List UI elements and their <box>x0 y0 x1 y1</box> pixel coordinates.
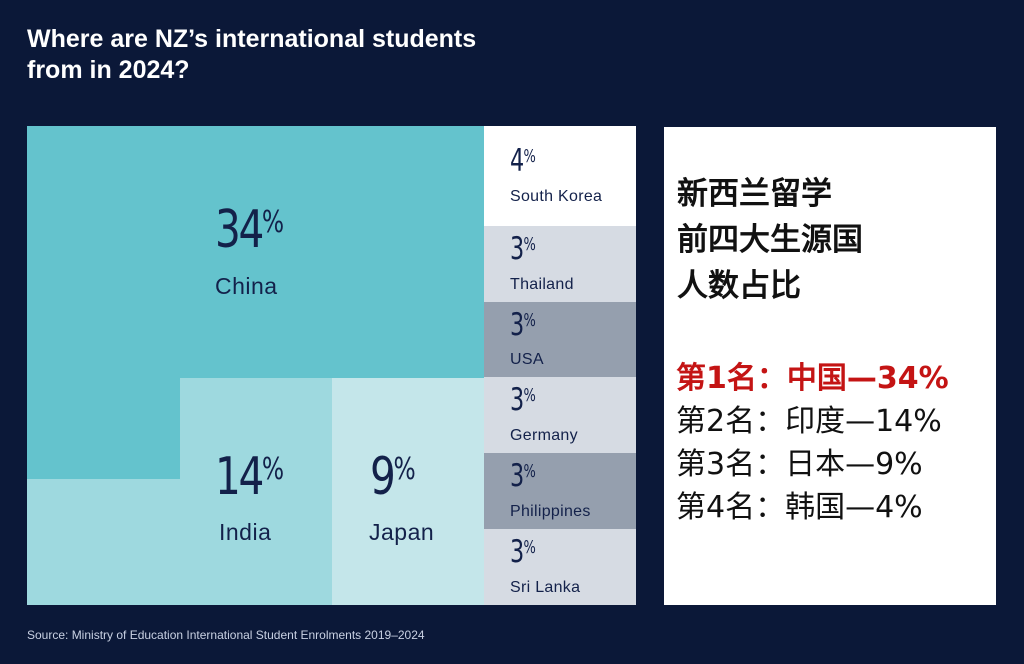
value-label-south-korea: 4% <box>510 143 536 179</box>
category-label-philippines: Philippines <box>510 503 591 520</box>
value-label-germany: 3% <box>510 382 536 418</box>
category-label-usa: USA <box>510 351 544 368</box>
chinese-summary-panel: 新西兰留学 前四大生源国 人数占比 第1名：中国—34% 第2名：印度—14% … <box>664 127 996 605</box>
category-label-japan: Japan <box>369 519 435 545</box>
chart-title-line-1: Where are NZ’s international students <box>27 25 477 53</box>
value-label-china: 34% <box>215 200 285 260</box>
treemap-cell-germany: 3% Germany <box>484 377 636 453</box>
treemap-cell-india-part <box>180 378 332 479</box>
ranking-list: 第1名：中国—34% 第2名：印度—14% 第3名：日本—9% 第4名：韩国—4… <box>676 357 949 529</box>
category-label-south-korea: South Korea <box>510 188 603 205</box>
value-label-india: 14% <box>215 447 285 507</box>
source-note: Source: Ministry of Education Internatio… <box>27 628 425 642</box>
chart-title-line-2: from in 2024? <box>27 56 190 84</box>
ranking-item-1: 第1名：中国—34% <box>676 361 949 396</box>
category-label-germany: Germany <box>510 427 578 444</box>
panel-heading-line-1: 新西兰留学 <box>677 176 832 212</box>
treemap-cell-sri-lanka: 3% Sri Lanka <box>484 529 636 605</box>
value-label-thailand: 3% <box>510 231 536 267</box>
category-label-thailand: Thailand <box>510 276 574 293</box>
value-label-japan: 9% <box>370 447 416 507</box>
treemap-cell-india <box>27 479 332 605</box>
ranking-item-2: 第2名：印度—14% <box>676 404 942 439</box>
treemap-cell-china-part <box>27 378 180 479</box>
value-label-usa: 3% <box>510 307 536 343</box>
treemap-cell-south-korea: 4% South Korea <box>484 126 636 226</box>
treemap-cell-japan <box>332 378 484 605</box>
panel-heading-line-2: 前四大生源国 <box>677 222 863 258</box>
treemap-cell-thailand: 3% Thailand <box>484 226 636 302</box>
value-label-philippines: 3% <box>510 458 536 494</box>
value-label-sri-lanka: 3% <box>510 534 536 570</box>
treemap-cell-usa: 3% USA <box>484 302 636 377</box>
category-label-india: India <box>219 519 272 545</box>
treemap-chart: 34% China 14% India 9% Japan 4% South Korea 3% Th… <box>27 126 636 605</box>
treemap-cell-philippines: 3% Philippines <box>484 453 636 529</box>
chart-title: Where are NZ’s international students fr… <box>27 24 587 86</box>
category-label-china: China <box>215 273 278 299</box>
ranking-item-4: 第4名：韩国—4% <box>676 490 923 525</box>
panel-heading-line-3: 人数占比 <box>677 268 801 304</box>
ranking-item-3: 第3名：日本—9% <box>676 447 923 482</box>
category-label-sri-lanka: Sri Lanka <box>510 579 581 596</box>
treemap-cell-china <box>27 126 484 378</box>
panel-heading: 新西兰留学 前四大生源国 人数占比 <box>677 171 863 309</box>
